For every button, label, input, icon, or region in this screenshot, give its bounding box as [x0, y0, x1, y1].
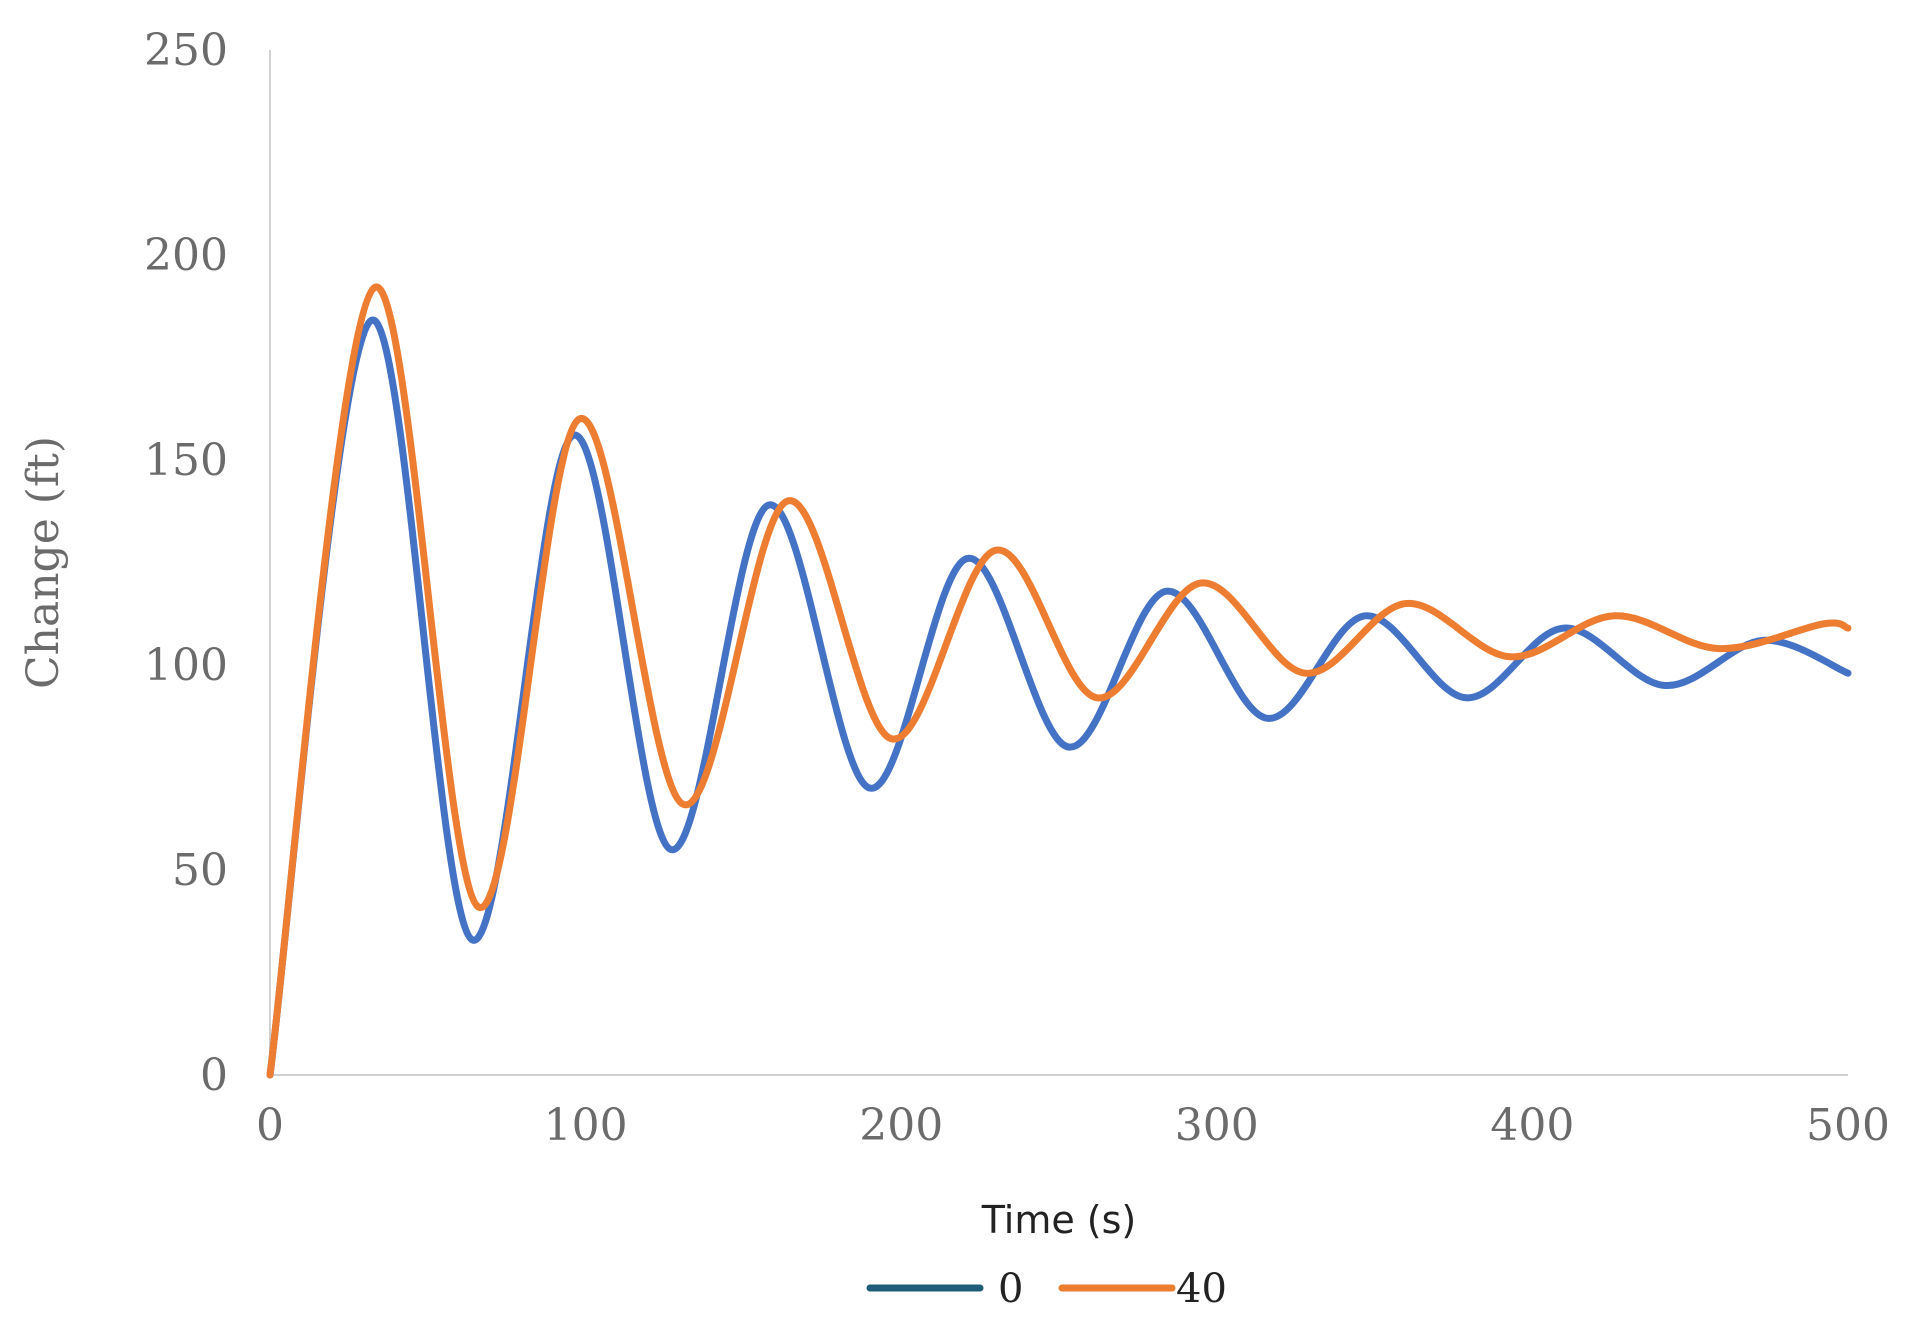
axes — [269, 50, 1848, 1076]
x-tick-labels: 0 100 200 300 400 500 — [256, 1100, 1890, 1151]
y-tick-label: 50 — [172, 845, 228, 896]
x-tick-label: 0 — [256, 1100, 284, 1151]
legend-label-0: 0 — [998, 1266, 1023, 1312]
x-axis-title: Time (s) — [981, 1198, 1137, 1242]
y-tick-label: 0 — [200, 1050, 228, 1101]
series-line-0 — [266, 317, 1852, 1079]
y-tick-label: 250 — [144, 25, 228, 76]
y-tick-label: 100 — [144, 640, 228, 691]
x-tick-label: 400 — [1490, 1100, 1574, 1151]
series-layer — [266, 283, 1852, 1079]
y-axis-title: Change (ft) — [18, 436, 69, 689]
legend-label-40: 40 — [1176, 1266, 1227, 1312]
x-tick-label: 100 — [544, 1100, 628, 1151]
legend: 0 40 — [866, 1266, 1227, 1312]
y-tick-label: 150 — [144, 435, 228, 486]
x-tick-label: 500 — [1806, 1100, 1890, 1151]
x-tick-label: 300 — [1175, 1100, 1259, 1151]
x-tick-label: 200 — [859, 1100, 943, 1151]
y-tick-label: 200 — [144, 230, 228, 281]
y-tick-labels: 0 50 100 150 200 250 — [144, 25, 228, 1101]
series-line-40 — [266, 283, 1852, 1079]
